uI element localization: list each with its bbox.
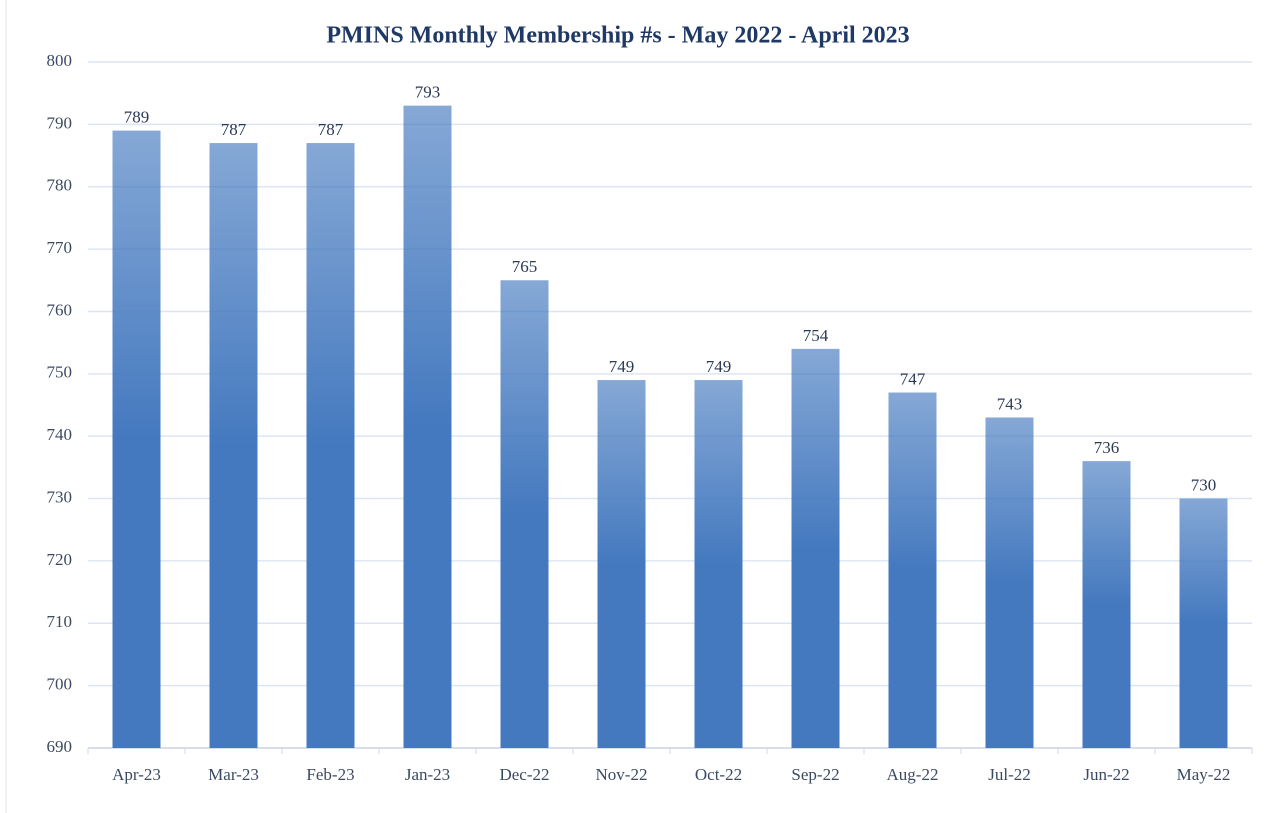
- x-tick-label: May-22: [1177, 765, 1231, 784]
- x-tick-label: Dec-22: [499, 765, 549, 784]
- y-tick-label: 780: [47, 176, 73, 195]
- bar: [1082, 461, 1131, 748]
- y-tick-label: 690: [47, 737, 73, 756]
- y-tick-label: 740: [47, 425, 73, 444]
- data-label: 793: [415, 83, 441, 102]
- data-label: 789: [124, 108, 150, 127]
- bar: [985, 417, 1034, 748]
- x-tick-label: Mar-23: [208, 765, 259, 784]
- bar: [112, 130, 161, 749]
- x-tick-label: Jul-22: [988, 765, 1031, 784]
- data-label: 736: [1094, 438, 1120, 457]
- bar: [209, 143, 258, 748]
- bar: [306, 143, 355, 748]
- x-tick-label: Jan-23: [405, 765, 450, 784]
- data-label: 743: [997, 394, 1023, 413]
- data-label: 787: [221, 120, 247, 139]
- data-label: 747: [900, 369, 926, 388]
- x-tick-label: Apr-23: [112, 765, 161, 784]
- data-label: 749: [609, 357, 635, 376]
- data-label: 730: [1191, 475, 1217, 494]
- x-tick-label: Aug-22: [887, 765, 939, 784]
- x-tick-label: Sep-22: [791, 765, 839, 784]
- y-tick-label: 700: [47, 675, 73, 694]
- y-tick-label: 730: [47, 487, 73, 506]
- data-label: 749: [706, 357, 732, 376]
- x-tick-label: Jun-22: [1083, 765, 1129, 784]
- y-tick-label: 760: [47, 300, 73, 319]
- y-tick-label: 770: [47, 238, 73, 257]
- x-tick-label: Oct-22: [695, 765, 742, 784]
- bar: [791, 348, 840, 748]
- y-tick-label: 710: [47, 612, 73, 631]
- x-tick-label: Nov-22: [596, 765, 648, 784]
- bar: [597, 380, 646, 748]
- bar: [694, 380, 743, 748]
- bar: [500, 280, 549, 748]
- y-tick-label: 790: [47, 113, 73, 132]
- data-label: 754: [803, 326, 829, 345]
- data-label: 787: [318, 120, 344, 139]
- chart-title: PMINS Monthly Membership #s - May 2022 -…: [326, 23, 909, 49]
- y-tick-label: 800: [47, 51, 73, 70]
- bar: [1179, 498, 1228, 748]
- bar: [403, 105, 452, 749]
- bar: [888, 392, 937, 748]
- y-tick-label: 720: [47, 550, 73, 569]
- data-label: 765: [512, 257, 538, 276]
- x-tick-label: Feb-23: [306, 765, 354, 784]
- y-tick-label: 750: [47, 363, 73, 382]
